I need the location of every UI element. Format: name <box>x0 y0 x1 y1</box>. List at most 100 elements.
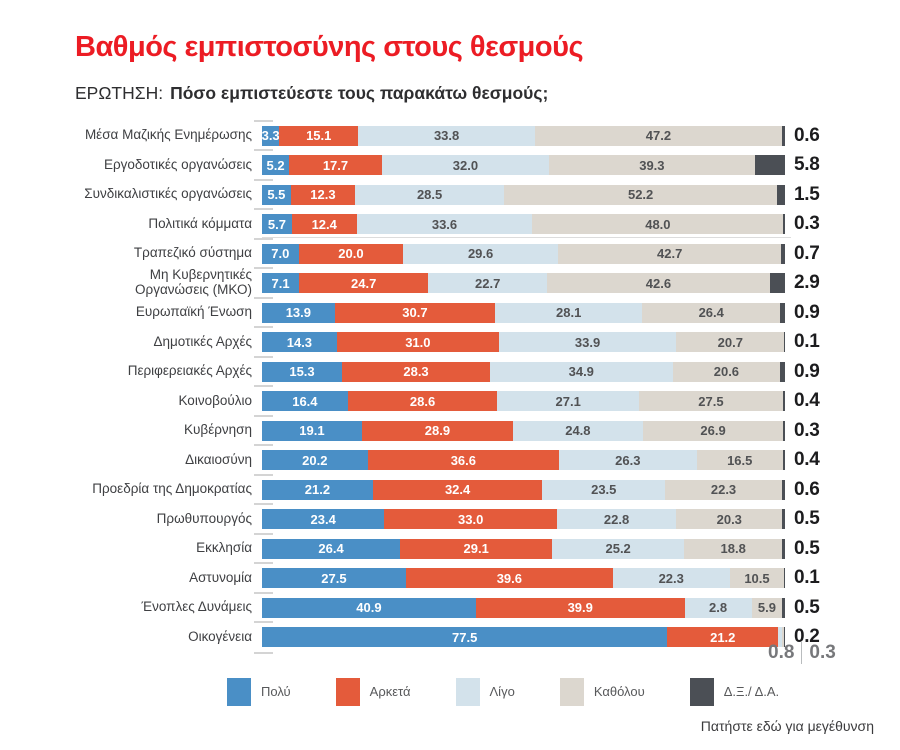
legend-label: Καθόλου <box>593 684 645 700</box>
chart-row: Εκκλησία 26.4 29.1 25.2 18.8 0.5 <box>0 532 900 564</box>
category-label: Εκκλησία <box>196 540 252 556</box>
page-title: Βαθμός εμπιστοσύνης στους θεσμούς <box>75 31 584 63</box>
segment-katholou: 20.3 <box>676 509 783 530</box>
segment-dxda <box>781 243 785 264</box>
axis-tick <box>254 355 273 358</box>
segment-value-label: 20.6 <box>713 364 740 380</box>
segment-poly: 23.4 <box>262 509 385 530</box>
dxda-value: 0.3 <box>794 419 820 441</box>
axis-tick <box>254 237 273 240</box>
dxda-value: 0.9 <box>794 301 820 323</box>
segment-value-label: 14.3 <box>286 334 313 350</box>
segment-poly: 27.5 <box>262 568 406 589</box>
segment-value-label: 26.3 <box>615 452 641 468</box>
below-bar-value: 0.3 <box>809 642 836 664</box>
legend-swatch <box>335 677 360 706</box>
segment-dxda <box>781 125 785 146</box>
segment-ligo: 29.6 <box>403 243 558 264</box>
segment-value-label: 29.6 <box>467 246 494 262</box>
segment-value-label: 10.5 <box>744 570 770 586</box>
legend-label: Αρκετά <box>369 684 411 700</box>
segment-value-label: 23.5 <box>591 482 617 498</box>
segment-ligo: 23.5 <box>542 479 666 500</box>
chart-row: Ένοπλες Δυνάμεις 40.9 39.9 2.8 5.9 0.5 <box>0 591 900 623</box>
segment-ligo: 28.1 <box>495 302 643 323</box>
segment-poly: 77.5 <box>262 627 668 648</box>
bar-track: 20.2 36.6 26.3 16.5 <box>262 450 785 471</box>
segment-poly: 16.4 <box>262 391 348 412</box>
segment-dxda <box>780 302 785 323</box>
segment-value-label: 34.9 <box>568 364 594 380</box>
segment-katholou: 22.3 <box>665 479 782 500</box>
axis-tick <box>254 621 273 624</box>
category-label: Κοινοβούλιο <box>178 392 252 408</box>
segment-value-label: 21.2 <box>710 629 736 645</box>
footer: Πατήστε εδώ για μεγέθυνση <box>0 718 900 736</box>
bar-track: 7.1 24.7 22.7 42.6 <box>262 273 785 294</box>
segment-value-label: 47.2 <box>645 128 672 144</box>
segment-value-label: 31.0 <box>405 334 431 350</box>
segment-dxda <box>784 568 785 589</box>
bar-track: 19.1 28.9 24.8 26.9 <box>262 420 785 441</box>
segment-arketa: 28.3 <box>342 361 491 382</box>
segment-poly: 3.3 <box>262 125 280 146</box>
segment-katholou: 42.6 <box>547 273 770 294</box>
segment-ligo: 26.3 <box>559 450 697 471</box>
segment-value-label: 20.7 <box>717 334 743 350</box>
segment-arketa: 33.0 <box>384 509 557 530</box>
category-label: Προεδρία της Δημοκρατίας <box>92 481 252 497</box>
segment-poly: 7.0 <box>262 243 299 264</box>
chart-row: Αστυνομία 27.5 39.6 22.3 10.5 0.1 <box>0 562 900 593</box>
axis-tick <box>254 326 273 329</box>
segment-value-label: 15.3 <box>289 364 315 380</box>
category-label: Πρωθυπουργός <box>156 510 252 526</box>
segment-value-label: 15.1 <box>306 128 332 144</box>
chart-row: Πολιτικά κόμματα 5.7 12.4 33.6 48.0 0.3 <box>0 208 900 239</box>
axis-tick <box>254 208 273 211</box>
axis-tick <box>254 591 273 594</box>
segment-arketa: 17.7 <box>289 155 382 176</box>
bar-track: 5.7 12.4 33.6 48.0 <box>262 214 785 235</box>
segment-value-label: 7.1 <box>271 275 290 291</box>
segment-arketa: 12.4 <box>291 214 357 235</box>
segment-value-label: 2.8 <box>709 600 728 616</box>
dxda-value: 2.9 <box>794 272 820 294</box>
chart-row: Δημοτικές Αρχές 14.3 31.0 33.9 20.7 0.1 <box>0 326 900 357</box>
legend-item: Δ.Ξ./ Δ.Α. <box>689 677 779 706</box>
segment-value-label: 42.6 <box>645 275 672 291</box>
enlarge-link[interactable]: Πατήστε εδώ για μεγέθυνση <box>700 717 874 734</box>
legend-swatch <box>455 677 480 706</box>
segment-dxda <box>782 509 785 530</box>
chart-row: Οικογένεια 77.5 21.2 0.2 0.8 0.3 <box>0 621 900 665</box>
chart-legend: Πολύ Αρκετά Λίγο Καθόλου Δ.Ξ./ Δ.Α. <box>227 677 900 706</box>
segment-arketa: 24.7 <box>299 273 429 294</box>
segment-value-label: 39.9 <box>567 600 593 616</box>
segment-arketa: 29.1 <box>400 538 553 559</box>
segment-value-label: 52.2 <box>627 187 654 203</box>
category-label: Μη Κυβερνητικές Οργανώσεις (ΜΚΟ) <box>135 267 252 298</box>
chart-row: Κυβέρνηση 19.1 28.9 24.8 26.9 0.3 <box>0 414 900 446</box>
segment-value-label: 24.8 <box>565 423 591 439</box>
axis-tick <box>254 532 273 535</box>
below-bar-value: 0.8 <box>768 642 795 664</box>
bar-track: 15.3 28.3 34.9 20.6 <box>262 361 785 382</box>
axis-tick <box>254 149 273 152</box>
segment-value-label: 7.0 <box>271 246 290 262</box>
chart-row: Δικαιοσύνη 20.2 36.6 26.3 16.5 0.4 <box>0 444 900 475</box>
segment-poly: 19.1 <box>262 420 362 441</box>
segment-dxda <box>782 450 785 471</box>
dxda-value: 0.4 <box>794 449 820 471</box>
axis-tick <box>254 473 273 476</box>
segment-poly: 5.5 <box>262 184 291 205</box>
segment-katholou: 47.2 <box>534 125 782 146</box>
segment-arketa: 30.7 <box>334 302 496 323</box>
segment-value-label: 27.1 <box>555 393 581 409</box>
segment-value-label: 28.3 <box>403 364 429 380</box>
segment-value-label: 24.7 <box>351 275 377 291</box>
segment-value-label: 30.7 <box>402 305 428 321</box>
segment-dxda <box>782 538 785 559</box>
chart-row: Πρωθυπουργός 23.4 33.0 22.8 20.3 0.5 <box>0 503 900 534</box>
segment-dxda <box>784 332 785 353</box>
segment-value-label: 5.2 <box>266 157 285 173</box>
axis-tick <box>254 385 273 388</box>
